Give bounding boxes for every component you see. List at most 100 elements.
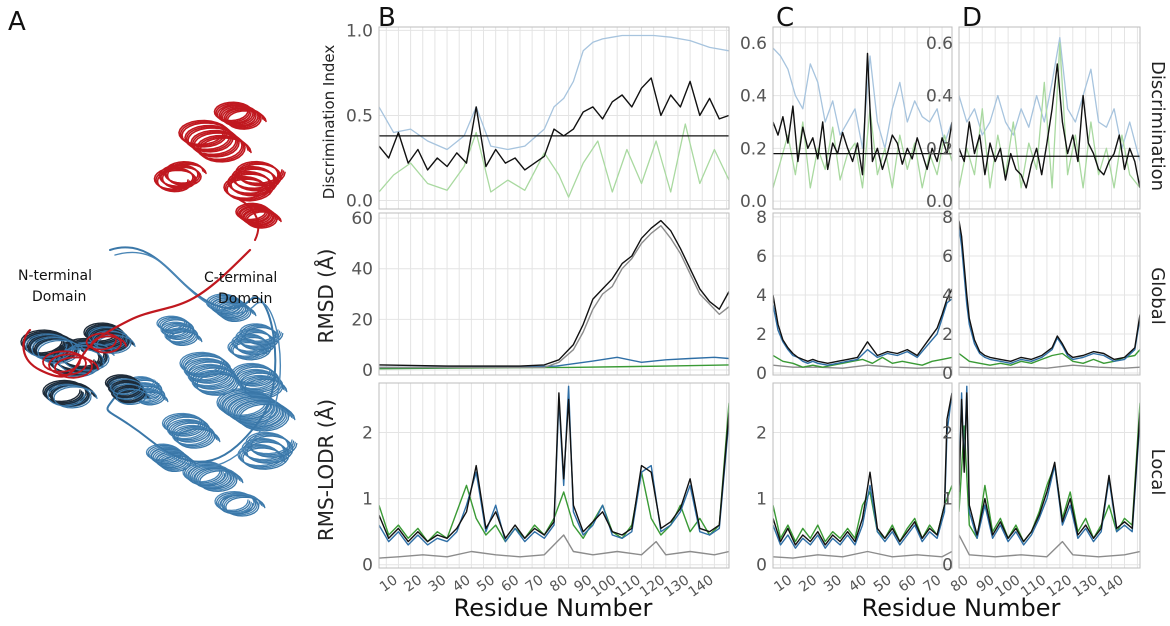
red-helix	[215, 102, 266, 129]
panel-border	[958, 26, 1141, 210]
red-helix	[226, 163, 286, 202]
ytick-label: 2	[942, 424, 953, 444]
series-line-green	[959, 402, 1140, 543]
blue-linker	[114, 251, 281, 468]
series-line-blue	[959, 226, 1140, 364]
blue-helix	[237, 431, 293, 467]
ytick-label: 0.6	[740, 34, 767, 54]
series-line-gray	[379, 224, 729, 369]
red-helix	[42, 350, 99, 379]
panel-border	[378, 382, 730, 569]
series-line-gray	[959, 534, 1140, 558]
panel-label-d: D	[962, 3, 982, 33]
blue-helix	[52, 342, 115, 378]
series-line-light-green	[773, 108, 952, 189]
panel-border	[378, 212, 730, 376]
xtick-label: 140	[686, 572, 717, 600]
blue-helix	[242, 435, 298, 470]
series-line-blue	[773, 298, 952, 366]
plot-d-global: 0 2 4 6 8	[942, 208, 1141, 384]
panel-label-c: C	[776, 3, 794, 33]
red-helix	[235, 202, 279, 227]
red-linker	[239, 199, 260, 241]
ytick-label: 0.0	[346, 191, 373, 211]
series-line-black	[379, 392, 729, 543]
blue-helix	[219, 494, 266, 517]
ytick-label: 4	[756, 286, 767, 306]
ytick-label: 1	[756, 490, 767, 510]
xtick-label: 60	[498, 572, 522, 595]
ytick-label: 2	[942, 325, 953, 345]
c-terminal-label-line2: Domain	[218, 291, 272, 307]
series-group	[773, 392, 952, 559]
series-line-black	[773, 288, 952, 364]
dark-helix	[45, 382, 96, 407]
blue-helix	[161, 319, 203, 347]
xtick-label: 60	[896, 572, 920, 595]
ytick-label: 0.6	[926, 34, 953, 54]
panel-label-b: B	[378, 3, 396, 33]
blue-helix	[150, 447, 197, 473]
xtick-label: 30	[426, 572, 450, 595]
n-terminal-label-line1: N-terminal	[18, 268, 92, 284]
ytick-label: 40	[351, 260, 373, 280]
ytick-label: 2	[756, 424, 767, 444]
xtick-label: 50	[474, 572, 498, 595]
ytick-label: 1	[362, 490, 373, 510]
xtick-label: 70	[523, 572, 547, 595]
red-helix	[156, 163, 207, 193]
ytick-label: 1	[942, 490, 953, 510]
blue-domain-ribbons	[20, 246, 298, 517]
blue-helix	[166, 416, 221, 449]
series-line-light-green	[379, 123, 729, 198]
series-group	[379, 385, 729, 559]
panel-border	[958, 212, 1141, 376]
series-line-gray	[773, 550, 952, 559]
xtick-label: 40	[450, 572, 474, 595]
panel-label-a: A	[8, 7, 26, 37]
blue-helix	[47, 384, 98, 409]
red-helix	[155, 162, 206, 192]
ytick-label: 6	[756, 247, 767, 267]
series-group	[959, 36, 1140, 189]
ytick-label: 0.0	[926, 192, 953, 212]
blue-helix	[182, 460, 239, 489]
series-group	[773, 47, 952, 189]
xlabel-panel-b: Residue Number	[454, 594, 653, 622]
ylabel-rms-lodr: RMS-LODR (Å)	[314, 399, 338, 541]
series-line-blue	[959, 385, 1140, 546]
panel-border	[958, 382, 1141, 569]
xlabel-panel-cd: Residue Number	[862, 594, 1061, 622]
series-line-light-blue	[773, 47, 952, 149]
plot-b-discrimination: 0.0 0.5 1.0	[346, 21, 730, 211]
series-group	[379, 34, 729, 198]
c-terminal-label-line1: C-terminal	[204, 270, 277, 286]
blue-helix	[184, 355, 244, 396]
ytick-label: 0.0	[740, 192, 767, 212]
xtick-label: 20	[796, 572, 820, 595]
series-line-light-blue	[959, 36, 1140, 162]
ytick-label: 0.2	[926, 139, 953, 159]
red-helix	[181, 122, 252, 163]
ytick-label: 0.4	[740, 87, 767, 107]
ytick-label: 8	[942, 208, 953, 228]
strip-label-local: Local	[1147, 449, 1168, 496]
ytick-label: 0	[942, 556, 953, 576]
blue-helix	[183, 461, 241, 490]
strip-label-global: Global	[1147, 267, 1168, 324]
ytick-label: 60	[351, 209, 373, 229]
xtick-label: 90	[974, 572, 998, 595]
series-group	[959, 385, 1140, 558]
panel-border	[378, 26, 730, 210]
plot-b-global: 0 20 40 60	[351, 209, 730, 381]
red-helix	[216, 103, 267, 130]
ytick-label: 0.4	[926, 87, 953, 107]
red-linker	[22, 248, 252, 378]
blue-helix	[165, 415, 219, 448]
xtick-label: 140	[1096, 572, 1127, 600]
